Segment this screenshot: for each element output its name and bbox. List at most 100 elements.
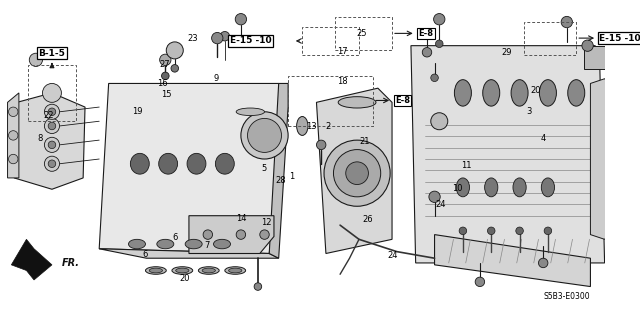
- Circle shape: [236, 230, 246, 239]
- Circle shape: [544, 227, 552, 234]
- Text: 5: 5: [261, 164, 266, 173]
- Text: 13: 13: [306, 122, 317, 131]
- Text: 14: 14: [236, 214, 246, 223]
- Polygon shape: [99, 249, 278, 258]
- Circle shape: [316, 140, 326, 150]
- Circle shape: [333, 150, 381, 197]
- Ellipse shape: [187, 153, 206, 174]
- Text: 7: 7: [204, 241, 210, 250]
- Ellipse shape: [157, 239, 174, 249]
- Circle shape: [488, 227, 495, 234]
- Circle shape: [8, 131, 18, 140]
- Circle shape: [159, 54, 171, 65]
- Ellipse shape: [198, 267, 219, 274]
- Ellipse shape: [202, 268, 216, 273]
- Circle shape: [220, 32, 230, 41]
- Circle shape: [346, 162, 369, 184]
- Circle shape: [44, 104, 60, 119]
- Circle shape: [475, 277, 484, 286]
- Text: B-1-5: B-1-5: [38, 49, 65, 58]
- Text: 6: 6: [172, 234, 178, 242]
- Circle shape: [44, 156, 60, 171]
- Circle shape: [8, 154, 18, 164]
- Ellipse shape: [131, 153, 149, 174]
- Text: E-8: E-8: [419, 29, 433, 38]
- Circle shape: [48, 122, 56, 130]
- Ellipse shape: [568, 80, 585, 106]
- Text: E-8: E-8: [395, 96, 410, 105]
- Circle shape: [429, 191, 440, 203]
- Text: 8: 8: [38, 134, 43, 143]
- Text: 19: 19: [132, 107, 142, 116]
- Text: E-15 -10: E-15 -10: [230, 36, 271, 45]
- Circle shape: [166, 42, 183, 59]
- Polygon shape: [12, 239, 52, 280]
- Circle shape: [237, 36, 244, 44]
- Text: 18: 18: [337, 77, 348, 85]
- Circle shape: [48, 160, 56, 167]
- Polygon shape: [411, 46, 605, 263]
- Circle shape: [422, 48, 432, 57]
- Circle shape: [324, 140, 390, 206]
- Polygon shape: [591, 79, 609, 239]
- Circle shape: [434, 13, 445, 25]
- Polygon shape: [8, 93, 19, 178]
- Text: 16: 16: [157, 79, 168, 88]
- Ellipse shape: [214, 239, 230, 249]
- Circle shape: [582, 40, 593, 51]
- Polygon shape: [99, 84, 288, 254]
- Ellipse shape: [511, 80, 528, 106]
- Circle shape: [236, 13, 246, 25]
- Ellipse shape: [172, 267, 193, 274]
- Text: S5B3-E0300: S5B3-E0300: [543, 292, 590, 300]
- Circle shape: [431, 74, 438, 82]
- Circle shape: [254, 283, 262, 290]
- Ellipse shape: [228, 268, 242, 273]
- Circle shape: [203, 230, 212, 239]
- Circle shape: [44, 137, 60, 152]
- Polygon shape: [189, 216, 274, 254]
- Ellipse shape: [236, 108, 264, 115]
- Ellipse shape: [296, 116, 308, 135]
- Text: 11: 11: [461, 161, 471, 170]
- Ellipse shape: [159, 153, 177, 174]
- Circle shape: [538, 258, 548, 268]
- Polygon shape: [584, 46, 605, 69]
- Text: 20: 20: [531, 86, 541, 95]
- Text: 27: 27: [159, 60, 170, 69]
- Polygon shape: [316, 88, 392, 254]
- Ellipse shape: [540, 80, 556, 106]
- Ellipse shape: [483, 80, 500, 106]
- Text: E-15 -10: E-15 -10: [599, 33, 640, 43]
- Ellipse shape: [129, 239, 145, 249]
- Circle shape: [212, 33, 223, 44]
- Polygon shape: [14, 93, 85, 189]
- Ellipse shape: [185, 239, 202, 249]
- Text: 1: 1: [289, 172, 294, 181]
- Text: 12: 12: [261, 218, 272, 227]
- Circle shape: [171, 64, 179, 72]
- Circle shape: [516, 227, 524, 234]
- Text: 25: 25: [356, 29, 367, 38]
- Circle shape: [29, 53, 42, 66]
- Circle shape: [8, 107, 18, 116]
- Circle shape: [260, 230, 269, 239]
- Ellipse shape: [338, 97, 376, 108]
- Circle shape: [248, 118, 282, 152]
- Text: 26: 26: [363, 215, 373, 224]
- Text: FR.: FR.: [61, 258, 79, 268]
- Text: 10: 10: [452, 184, 463, 193]
- Circle shape: [42, 84, 61, 102]
- Ellipse shape: [145, 267, 166, 274]
- Polygon shape: [435, 234, 591, 286]
- Text: 3: 3: [526, 107, 531, 116]
- Text: 23: 23: [188, 34, 198, 43]
- Text: 24: 24: [435, 200, 446, 209]
- Ellipse shape: [216, 153, 234, 174]
- Ellipse shape: [484, 178, 498, 197]
- Circle shape: [44, 118, 60, 134]
- Ellipse shape: [456, 178, 470, 197]
- Polygon shape: [269, 84, 288, 258]
- Text: 29: 29: [502, 48, 512, 57]
- Circle shape: [48, 108, 56, 115]
